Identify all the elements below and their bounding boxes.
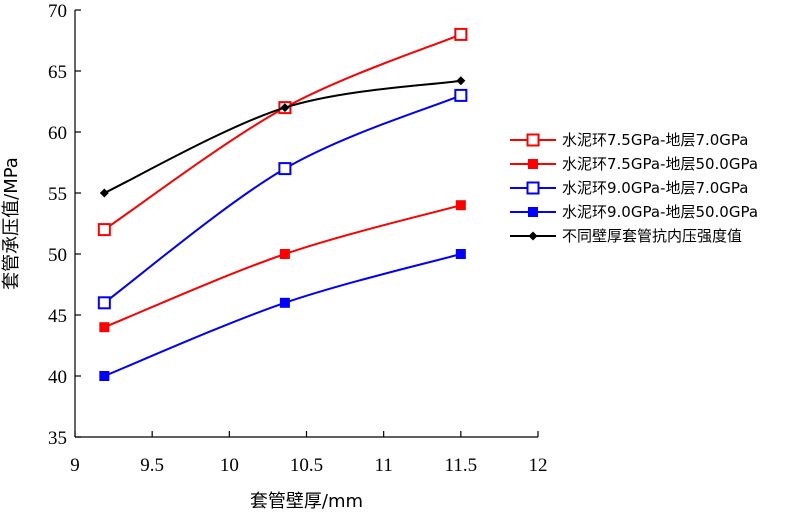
y-tick-label: 55 — [48, 184, 67, 205]
data-point — [280, 103, 290, 113]
axes — [74, 10, 538, 438]
legend-swatch-marker — [526, 181, 540, 195]
data-point — [278, 162, 292, 176]
legend-swatch-marker — [528, 231, 538, 241]
y-tick-label: 35 — [48, 428, 67, 449]
x-tick-label: 10.5 — [290, 455, 323, 476]
y-tick-label: 60 — [48, 123, 67, 144]
x-axis-title: 套管壁厚/mm — [250, 491, 363, 512]
data-point — [99, 322, 110, 333]
y-tick-label: 65 — [48, 62, 67, 83]
x-tick-label: 11 — [375, 455, 393, 476]
series-line — [103, 79, 461, 194]
data-point — [456, 76, 466, 86]
y-ticks: 35 40 45 50 55 60 65 70 — [48, 1, 81, 449]
data-point — [99, 188, 109, 198]
series-4 — [99, 249, 466, 381]
series-5 — [99, 76, 466, 198]
data-point — [97, 223, 111, 237]
series-1 — [97, 27, 468, 237]
y-axis-title: 套管承压值/MPa — [1, 157, 22, 290]
legend-swatch-marker — [528, 159, 538, 169]
legend-label: 水泥环7.5GPa-地层7.0GPa — [562, 131, 749, 149]
series-layer — [97, 27, 468, 381]
series-3 — [97, 88, 468, 310]
legend-item: 不同壁厚套管抗内压强度值 — [510, 227, 742, 245]
x-tick-label: 11.5 — [445, 455, 478, 476]
legend: 水泥环7.5GPa-地层7.0GPa 水泥环7.5GPa-地层50.0GPa 水泥环… — [510, 131, 758, 245]
y-tick-label: 50 — [48, 245, 67, 266]
data-point — [454, 27, 468, 41]
series-line — [103, 33, 462, 231]
y-tick-label: 70 — [48, 1, 67, 22]
x-ticks: 9 9.5 10 10.5 11 11.5 12 — [70, 431, 548, 476]
legend-item: 水泥环9.0GPa-地层50.0GPa — [510, 203, 758, 221]
legend-item: 水泥环9.0GPa-地层7.0GPa — [510, 179, 749, 197]
legend-label: 水泥环9.0GPa-地层7.0GPa — [562, 179, 749, 197]
legend-item: 水泥环7.5GPa-地层50.0GPa — [510, 155, 758, 173]
series-line — [103, 204, 462, 329]
x-tick-label: 9.5 — [140, 455, 164, 476]
legend-label: 不同壁厚套管抗内压强度值 — [562, 227, 742, 245]
series-2 — [99, 200, 466, 333]
x-tick-label: 10 — [220, 455, 239, 476]
x-tick-label: 12 — [529, 455, 548, 476]
legend-label: 水泥环7.5GPa-地层50.0GPa — [562, 155, 758, 173]
data-point — [455, 200, 466, 211]
data-point — [97, 296, 111, 310]
data-point — [279, 297, 290, 308]
legend-label: 水泥环9.0GPa-地层50.0GPa — [562, 203, 758, 221]
legend-item: 水泥环7.5GPa-地层7.0GPa — [510, 131, 749, 149]
data-point — [279, 249, 290, 259]
series-line — [103, 94, 462, 304]
legend-swatch-marker — [526, 133, 540, 147]
data-point — [454, 88, 468, 102]
series-line — [103, 253, 462, 377]
data-point — [99, 371, 110, 381]
data-point — [455, 249, 466, 259]
x-tick-label: 9 — [70, 455, 80, 476]
y-tick-label: 40 — [48, 367, 67, 388]
legend-swatch-marker — [528, 207, 538, 217]
y-tick-label: 45 — [48, 306, 67, 327]
